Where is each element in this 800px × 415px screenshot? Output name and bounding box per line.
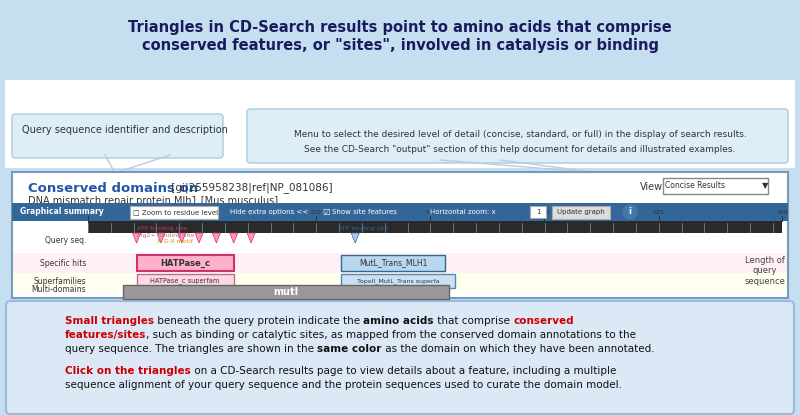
Text: 1: 1 (536, 209, 540, 215)
FancyBboxPatch shape (13, 273, 787, 291)
FancyBboxPatch shape (247, 109, 788, 163)
FancyBboxPatch shape (12, 172, 788, 298)
Text: HATPase_c superfam: HATPase_c superfam (150, 278, 220, 284)
Text: beneath the query protein indicate the: beneath the query protein indicate the (154, 316, 363, 326)
Text: Update graph: Update graph (557, 209, 605, 215)
Text: Concise Results: Concise Results (665, 181, 725, 190)
Text: Mg2+ binding site: Mg2+ binding site (137, 233, 194, 238)
Text: same color: same color (318, 344, 382, 354)
Text: Graphical summary: Graphical summary (20, 208, 104, 217)
Text: features/sites: features/sites (65, 330, 146, 340)
Text: sequence alignment of your query sequence and the protein sequences used to cura: sequence alignment of your query sequenc… (65, 380, 622, 390)
Text: Superfamilies: Superfamilies (34, 276, 86, 286)
Text: 625: 625 (653, 210, 665, 215)
Polygon shape (230, 233, 238, 243)
Text: Hide extra options <<: Hide extra options << (230, 209, 308, 215)
Text: as the domain on which they have been annotated.: as the domain on which they have been an… (382, 344, 654, 354)
Text: query sequence. The triangles are shown in the: query sequence. The triangles are shown … (65, 344, 318, 354)
FancyBboxPatch shape (342, 274, 455, 288)
Text: ATP binding site: ATP binding site (137, 226, 186, 231)
Text: 375: 375 (424, 210, 436, 215)
FancyBboxPatch shape (12, 203, 788, 221)
Text: i: i (629, 208, 631, 217)
Text: □ Zoom to residue level: □ Zoom to residue level (133, 209, 218, 215)
Text: TopoII_MutL_Trans superfa: TopoII_MutL_Trans superfa (357, 278, 440, 284)
Text: X-G-X motif: X-G-X motif (158, 239, 194, 244)
FancyBboxPatch shape (137, 255, 234, 271)
Text: Conserved domains on: Conserved domains on (28, 182, 198, 195)
Text: [gi|255958238|ref|NP_081086]: [gi|255958238|ref|NP_081086] (168, 182, 333, 193)
Polygon shape (178, 233, 186, 243)
Text: MutL_Trans_MLH1: MutL_Trans_MLH1 (359, 259, 427, 268)
Text: 125: 125 (195, 210, 207, 215)
FancyBboxPatch shape (122, 285, 449, 299)
Text: on a CD-Search results page to view details about a feature, including a multipl: on a CD-Search results page to view deta… (190, 366, 616, 376)
Text: conserved: conserved (513, 316, 574, 326)
FancyBboxPatch shape (6, 301, 794, 414)
Text: mutl: mutl (274, 287, 298, 297)
Text: Specific hits: Specific hits (40, 259, 86, 268)
Polygon shape (157, 233, 165, 243)
Text: amino acids: amino acids (363, 316, 434, 326)
FancyBboxPatch shape (88, 221, 782, 233)
Polygon shape (351, 233, 359, 243)
Text: that comprise: that comprise (434, 316, 513, 326)
FancyBboxPatch shape (5, 80, 795, 168)
Polygon shape (133, 233, 141, 243)
Text: , such as binding or catalytic sites, as mapped from the conserved domain annota: , such as binding or catalytic sites, as… (146, 330, 636, 340)
FancyBboxPatch shape (12, 114, 223, 158)
Text: Menu to select the desired level of detail (concise, standard, or full) in the d: Menu to select the desired level of deta… (294, 130, 746, 139)
Text: Length of
query
sequence: Length of query sequence (744, 256, 785, 286)
Text: HATPase_c: HATPase_c (160, 259, 210, 268)
Text: 250: 250 (310, 210, 322, 215)
FancyBboxPatch shape (13, 253, 787, 273)
Text: Query sequence identifier and description: Query sequence identifier and descriptio… (22, 125, 228, 135)
Text: Show site features: Show site features (332, 209, 397, 215)
Text: ▼: ▼ (762, 181, 769, 190)
Text: DNA mismatch repair protein Mlh1 [Mus musculus]: DNA mismatch repair protein Mlh1 [Mus mu… (28, 196, 278, 206)
Text: 1: 1 (86, 210, 90, 215)
Polygon shape (247, 233, 255, 243)
Text: conserved features, or "sites", involved in catalysis or binding: conserved features, or "sites", involved… (142, 38, 658, 53)
FancyBboxPatch shape (342, 255, 446, 271)
Text: 500: 500 (538, 210, 550, 215)
Text: Small triangles: Small triangles (65, 316, 154, 326)
Text: Click on the triangles: Click on the triangles (65, 366, 190, 376)
Text: Horizontal zoom: x: Horizontal zoom: x (430, 209, 496, 215)
Text: View: View (640, 182, 663, 192)
Text: 760: 760 (776, 210, 788, 215)
Text: Multi-domains: Multi-domains (31, 285, 86, 293)
FancyBboxPatch shape (530, 206, 546, 218)
FancyBboxPatch shape (130, 206, 218, 219)
Polygon shape (212, 233, 220, 243)
Text: ☑: ☑ (322, 208, 330, 217)
Text: See the CD-Search "output" section of this help document for details and illustr: See the CD-Search "output" section of th… (304, 145, 736, 154)
FancyBboxPatch shape (137, 274, 234, 288)
Polygon shape (195, 233, 203, 243)
FancyBboxPatch shape (552, 206, 610, 219)
Text: ATP binding site: ATP binding site (338, 226, 388, 231)
Circle shape (623, 205, 637, 219)
Text: Query seq.: Query seq. (45, 236, 86, 245)
Text: Triangles in CD-Search results point to amino acids that comprise: Triangles in CD-Search results point to … (128, 20, 672, 35)
FancyBboxPatch shape (663, 178, 768, 194)
